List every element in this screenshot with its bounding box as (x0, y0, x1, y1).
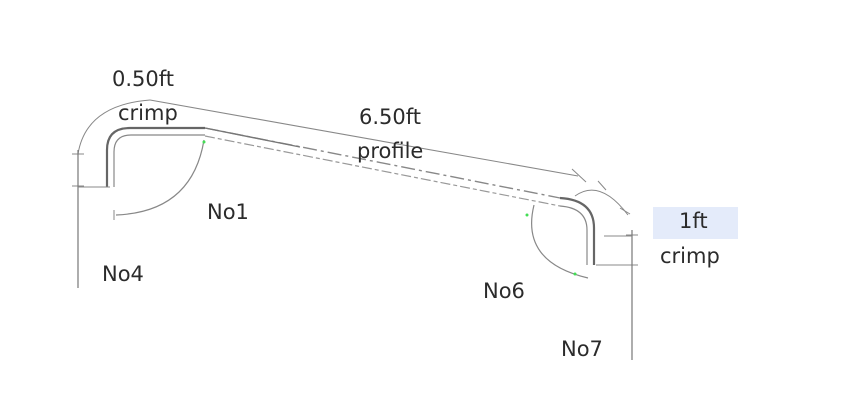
profile-dimension-line (149, 99, 579, 177)
profile-dash-bottom (204, 135, 561, 207)
right-crimp-highlight (653, 207, 738, 239)
green-mark (573, 272, 577, 276)
right-angle-arc (531, 204, 589, 279)
left-crimp-length-label: 0.50ft (112, 67, 175, 91)
left-crimp-word-label: crimp (118, 101, 178, 125)
angle-label-no7: No7 (561, 337, 603, 361)
right-crimp-profile (559, 196, 596, 265)
profile-solid-left (204, 127, 301, 148)
right-crimp-word-label: crimp (660, 244, 720, 268)
profile-dimension-tick (571, 168, 587, 183)
profile-word-label: profile (357, 139, 424, 163)
right-tick-b (619, 207, 631, 215)
right-crimp-length-label: 1ft (679, 209, 708, 233)
green-mark (202, 140, 206, 144)
right-tick-a (597, 180, 607, 191)
right-crimp-profile-inner (559, 205, 588, 265)
green-mark (525, 213, 529, 217)
profile-length-label: 6.50ft (359, 105, 422, 129)
left-crimp-profile (105, 126, 205, 187)
left-angle-arc (115, 139, 205, 216)
left-crimp-dimension-arc (77, 99, 151, 155)
right-crimp-dimension-arc (574, 189, 629, 216)
angle-label-no1: No1 (207, 200, 249, 224)
angle-label-no4: No4 (102, 262, 144, 286)
angle-label-no6: No6 (483, 279, 525, 303)
left-crimp-profile-inner (113, 134, 205, 187)
